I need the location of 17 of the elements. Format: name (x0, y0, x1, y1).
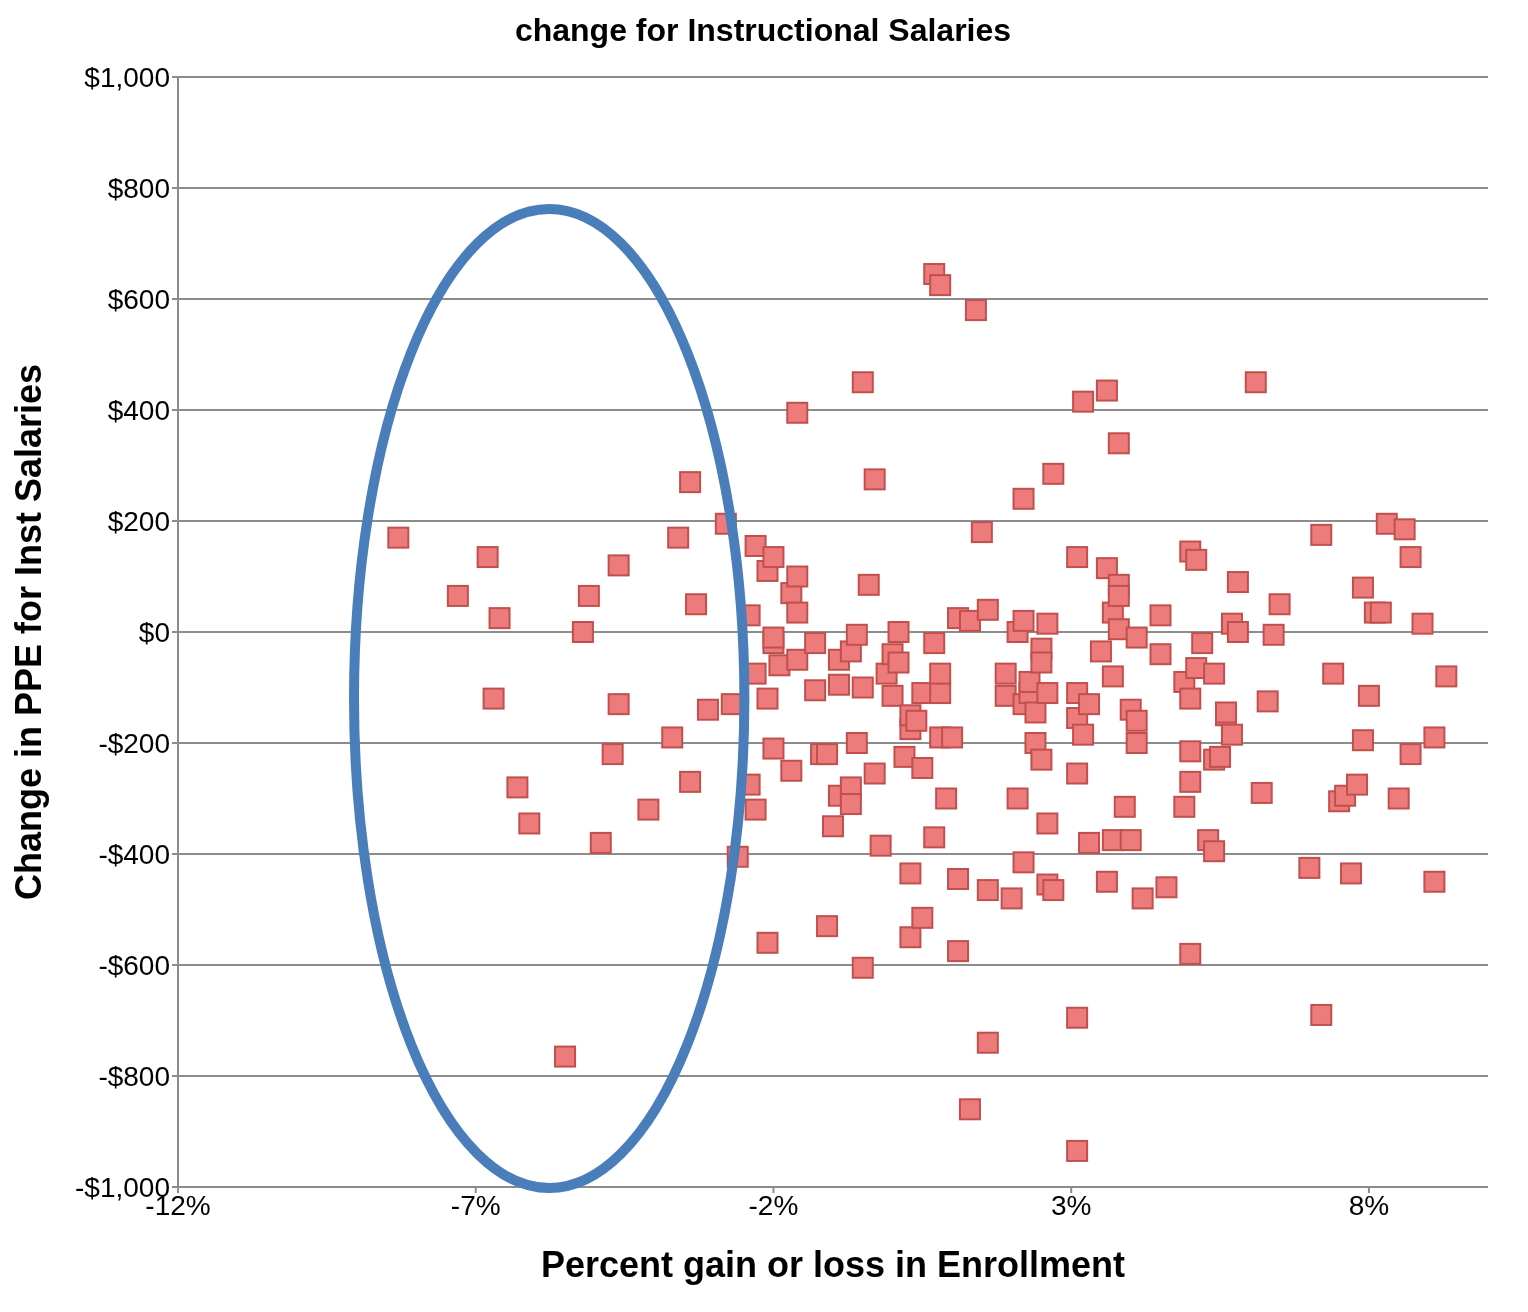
x-tick-label: 8% (1348, 1189, 1390, 1221)
y-tick-label: $200 (107, 505, 170, 537)
y-tick-label: $1,000 (84, 61, 170, 93)
x-tick-label: 3% (1050, 1189, 1092, 1221)
y-tick-label: $0 (138, 616, 170, 648)
y-tick-label: $600 (107, 283, 170, 315)
y-axis-title: Change in PPE for Inst Salaries (7, 363, 49, 901)
y-tick-label: $400 (107, 394, 170, 426)
y-tick-label: -$200 (98, 727, 170, 759)
x-tick-label: -2% (748, 1189, 799, 1221)
x-axis-title: Percent gain or loss in Enrollment (540, 1244, 1126, 1285)
y-tick-label: -$400 (98, 838, 170, 870)
y-tick-label: $800 (107, 172, 170, 204)
x-tick-label: -7% (450, 1189, 501, 1221)
y-tick-label: -$800 (98, 1060, 170, 1092)
chart-title: change for Instructional Salaries (513, 11, 1013, 50)
y-tick-label: -$600 (98, 949, 170, 981)
